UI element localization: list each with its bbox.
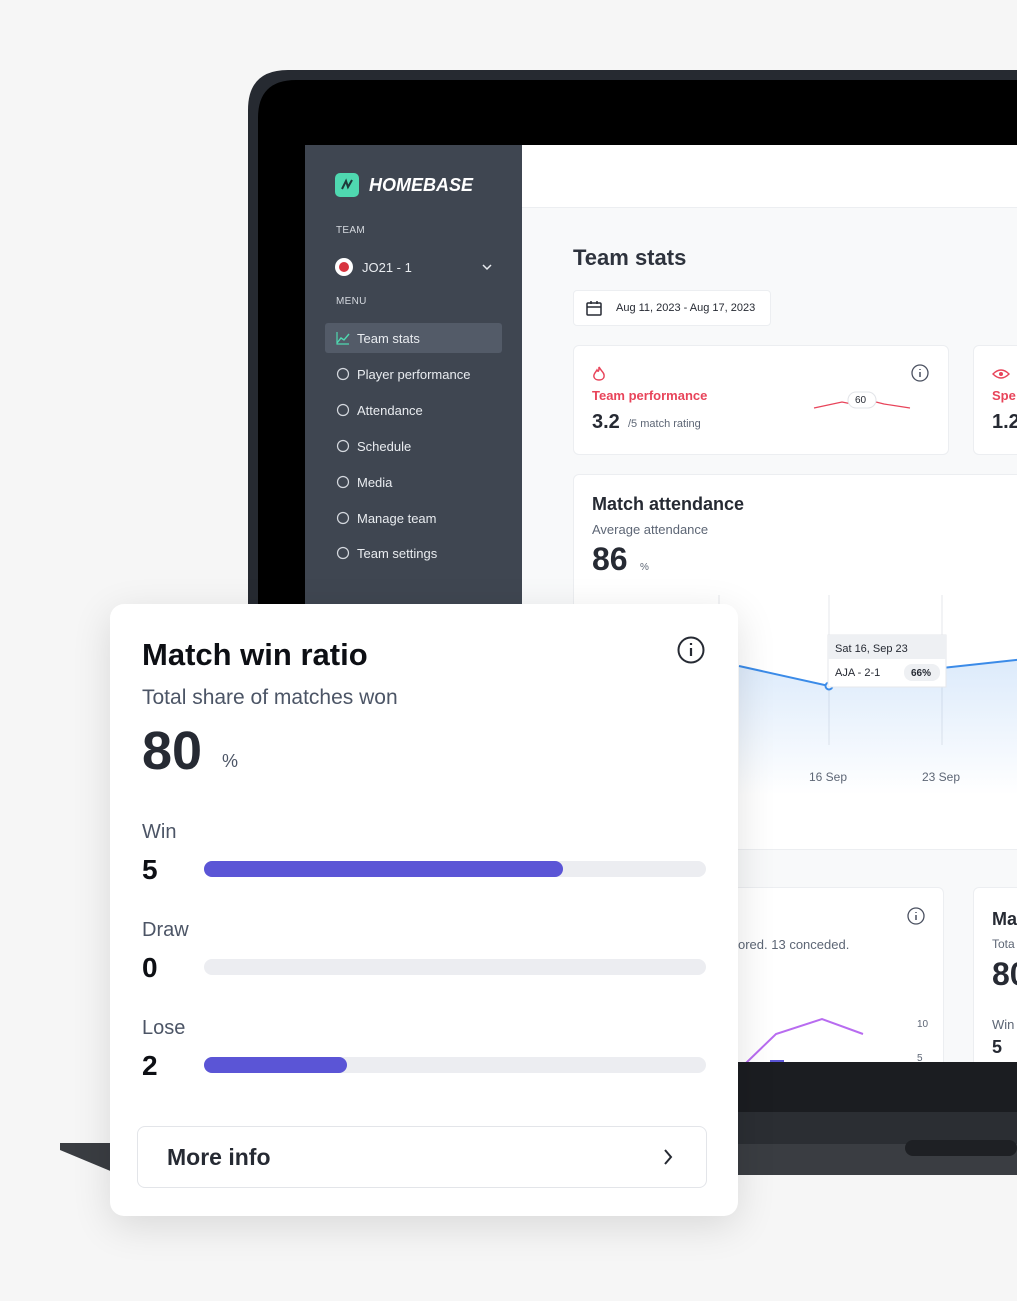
card-subtitle: Total share of matches won — [142, 686, 398, 709]
team-label: TEAM — [336, 225, 365, 236]
row-label: Lose — [142, 1017, 186, 1039]
menu-label: Player performance — [357, 367, 471, 382]
card-unit: % — [222, 751, 239, 771]
row-label: Win — [992, 1017, 1015, 1032]
card-value: 80 — [142, 721, 203, 781]
team-performance-card: Team performance 3.2 /5 match rating 60 — [573, 345, 949, 455]
menu-icon — [336, 546, 350, 560]
win-ratio-preview-card: Ma Tota 80 Win 5 — [973, 887, 1017, 1062]
x-label: 16 Sep — [809, 770, 848, 784]
menu-item[interactable]: Schedule — [325, 431, 502, 461]
menu-item[interactable]: Team stats — [325, 323, 502, 353]
menu-label: Media — [357, 475, 393, 490]
card-unit: % — [640, 562, 649, 573]
tooltip-date: Sat 16, Sep 23 — [835, 643, 908, 655]
card-subtitle: Tota — [992, 937, 1015, 951]
progress-track — [204, 1057, 706, 1073]
y-label: 5 — [917, 1053, 923, 1063]
speed-card: Spe 1.2 — [973, 345, 1017, 455]
brand: HOMEBASE — [369, 175, 474, 195]
menu-icon — [336, 332, 350, 345]
menu-label: MENU — [336, 296, 367, 307]
goals-chart — [745, 1017, 864, 1062]
tooltip-match: AJA - 2-1 — [835, 667, 881, 679]
date-range: Aug 11, 2023 - Aug 17, 2023 — [616, 302, 756, 314]
attendance-chart — [718, 595, 1017, 795]
team-crest — [335, 258, 353, 276]
card-value: 80 — [992, 956, 1017, 992]
logo-icon — [335, 173, 359, 197]
header — [522, 145, 1017, 208]
card-value: 1.2 — [992, 411, 1017, 433]
progress-track — [204, 861, 706, 877]
team-selector[interactable]: JO21 - 1 — [362, 260, 412, 275]
x-label: 23 Sep — [922, 770, 961, 784]
card-title: Match win ratio — [142, 637, 368, 672]
menu-label: Manage team — [357, 511, 437, 526]
card-title: Ma — [992, 909, 1017, 929]
menu-item[interactable]: Media — [325, 467, 502, 497]
progress-fill — [204, 1057, 348, 1073]
y-label: 10 — [917, 1019, 929, 1030]
progress-track — [204, 959, 706, 975]
sparkline-label: 60 — [855, 395, 867, 406]
row-label: Win — [142, 821, 177, 843]
more-info-button[interactable]: More info — [137, 1126, 707, 1188]
menu-icon — [336, 439, 350, 453]
card-value: 86 — [592, 541, 628, 577]
card-unit: /5 match rating — [628, 418, 701, 430]
card-value: 3.2 — [592, 411, 620, 433]
menu-label: Schedule — [357, 439, 412, 454]
card-text: ored. 13 conceded. — [738, 937, 850, 952]
row-value: 0 — [142, 952, 158, 983]
info-icon[interactable] — [907, 907, 925, 925]
info-icon[interactable] — [911, 364, 929, 382]
sparkline — [813, 391, 911, 409]
button-label: More info — [167, 1144, 271, 1170]
card-title: Spe — [992, 388, 1016, 403]
menu-label: Team settings — [357, 546, 438, 561]
menu-item[interactable]: Team settings — [325, 538, 502, 568]
menu-item[interactable]: Manage team — [325, 503, 502, 533]
menu-item[interactable]: Player performance — [325, 359, 502, 389]
card-subtitle: Average attendance — [592, 522, 709, 537]
chevron-down[interactable] — [481, 261, 493, 273]
eye-icon — [992, 369, 1010, 379]
menu-icon — [336, 403, 350, 417]
win-ratio-card: Match win ratio Total share of matches w… — [110, 604, 738, 1216]
row-value: 5 — [992, 1037, 1003, 1057]
menu-icon — [336, 475, 350, 489]
calendar-icon — [586, 301, 602, 316]
row-value: 2 — [142, 1050, 158, 1081]
flame-icon — [593, 366, 605, 381]
active-highlight — [325, 323, 502, 353]
menu-label: Attendance — [357, 403, 423, 418]
card-title: Match attendance — [592, 494, 745, 514]
menu-item[interactable]: Attendance — [325, 395, 502, 425]
row-label: Draw — [142, 919, 189, 941]
menu-icon — [336, 511, 350, 525]
date-picker[interactable]: Aug 11, 2023 - Aug 17, 2023 — [573, 290, 771, 326]
tooltip-value: 66% — [911, 668, 932, 679]
progress-fill — [204, 861, 563, 877]
page-title: Team stats — [573, 245, 687, 270]
card-title: Team performance — [592, 388, 708, 403]
row-value: 5 — [142, 854, 158, 885]
info-icon[interactable] — [677, 636, 705, 664]
menu-label: Team stats — [357, 331, 420, 346]
menu-icon — [336, 367, 350, 381]
chevron-right — [664, 1149, 673, 1165]
